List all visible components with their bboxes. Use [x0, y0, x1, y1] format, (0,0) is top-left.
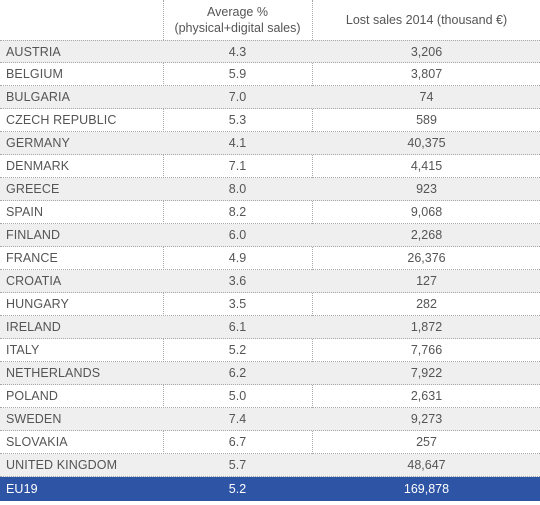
average-percent-cell: 6.2 [228, 366, 247, 380]
country-cell: BULGARIA [6, 90, 71, 104]
lost-sales-cell: 7,766 [410, 343, 443, 357]
table-row: BULGARIA 7.0 74 [0, 86, 540, 109]
lost-sales-cell: 1,872 [410, 320, 443, 334]
average-percent-cell: 4.9 [228, 251, 247, 265]
lost-sales-cell: 9,273 [410, 412, 443, 426]
lost-sales-cell: 9,068 [410, 205, 443, 219]
country-cell: SPAIN [6, 205, 44, 219]
table-row: SWEDEN 7.4 9,273 [0, 408, 540, 431]
table-row: GREECE 8.0 923 [0, 178, 540, 201]
average-percent-cell: 6.0 [228, 228, 247, 242]
country-cell: ITALY [6, 343, 40, 357]
country-cell: FRANCE [6, 251, 58, 265]
table-row: CZECH REPUBLIC 5.3 589 [0, 109, 540, 132]
average-percent-cell: 7.0 [228, 90, 247, 104]
country-cell: GREECE [6, 182, 60, 196]
country-cell: FINLAND [6, 228, 61, 242]
lost-sales-cell: 3,206 [410, 45, 443, 59]
lost-sales-cell: 2,268 [410, 228, 443, 242]
table-row: SLOVAKIA 6.7 257 [0, 431, 540, 454]
table-row: AUSTRIA 4.3 3,206 [0, 40, 540, 63]
country-cell: DENMARK [6, 159, 70, 173]
header-lost-sales: Lost sales 2014 (thousand €) [345, 13, 508, 27]
average-percent-cell: 4.3 [228, 45, 247, 59]
average-percent-cell: 7.1 [228, 159, 247, 173]
lost-sales-cell: 3,807 [410, 67, 443, 81]
country-cell: UNITED KINGDOM [6, 458, 118, 472]
average-percent-cell: 7.4 [228, 412, 247, 426]
lost-sales-cell: 4,415 [410, 159, 443, 173]
table-row: GERMANY 4.1 40,375 [0, 132, 540, 155]
average-percent-cell: 8.2 [228, 205, 247, 219]
table-row: IRELAND 6.1 1,872 [0, 316, 540, 339]
average-percent-cell: 3.6 [228, 274, 247, 288]
average-percent-cell: 5.2 [228, 482, 247, 496]
table-row: SPAIN 8.2 9,068 [0, 201, 540, 224]
average-percent-cell: 5.3 [228, 113, 247, 127]
average-percent-cell: 5.9 [228, 67, 247, 81]
table-row: DENMARK 7.1 4,415 [0, 155, 540, 178]
average-percent-cell: 4.1 [228, 136, 247, 150]
lost-sales-cell: 2,631 [410, 389, 443, 403]
lost-sales-cell: 923 [416, 182, 437, 196]
total-row: EU19 5.2 169,878 [0, 477, 540, 501]
lost-sales-cell: 282 [416, 297, 437, 311]
country-cell: IRELAND [6, 320, 61, 334]
lost-sales-cell: 26,376 [407, 251, 446, 265]
country-cell: GERMANY [6, 136, 70, 150]
country-cell: CROATIA [6, 274, 62, 288]
average-percent-cell: 6.7 [228, 435, 247, 449]
lost-sales-cell: 40,375 [407, 136, 446, 150]
country-cell: SWEDEN [6, 412, 62, 426]
header-average-line2: (physical+digital sales) [174, 21, 301, 35]
country-cell: AUSTRIA [6, 45, 61, 59]
header-average-line1: Average % [207, 5, 268, 19]
average-percent-cell: 8.0 [228, 182, 247, 196]
table-row: HUNGARY 3.5 282 [0, 293, 540, 316]
lost-sales-cell: 127 [416, 274, 437, 288]
average-percent-cell: 5.0 [228, 389, 247, 403]
average-percent-cell: 5.2 [228, 343, 247, 357]
average-percent-cell: 3.5 [228, 297, 247, 311]
lost-sales-cell: 589 [416, 113, 437, 127]
average-percent-cell: 5.7 [228, 458, 247, 472]
lost-sales-cell: 74 [419, 90, 434, 104]
table-row: NETHERLANDS 6.2 7,922 [0, 362, 540, 385]
table-row: FRANCE 4.9 26,376 [0, 247, 540, 270]
table-row: UNITED KINGDOM 5.7 48,647 [0, 454, 540, 477]
country-cell: SLOVAKIA [6, 435, 68, 449]
table-row: POLAND 5.0 2,631 [0, 385, 540, 408]
table-row: BELGIUM 5.9 3,807 [0, 63, 540, 86]
country-cell: NETHERLANDS [6, 366, 101, 380]
lost-sales-cell: 169,878 [403, 482, 450, 496]
country-cell: POLAND [6, 389, 59, 403]
average-percent-cell: 6.1 [228, 320, 247, 334]
country-cell: EU19 [6, 482, 38, 496]
country-cell: BELGIUM [6, 67, 63, 81]
header-average-percent: Average % (physical+digital sales) [165, 0, 310, 40]
table-row: ITALY 5.2 7,766 [0, 339, 540, 362]
table-row: CROATIA 3.6 127 [0, 270, 540, 293]
table-row: FINLAND 6.0 2,268 [0, 224, 540, 247]
table-body: AUSTRIA 4.3 3,206 BELGIUM 5.9 3,807 BULGARIA 7.… [0, 40, 540, 501]
lost-sales-cell: 48,647 [407, 458, 446, 472]
table-header: Average % (physical+digital sales) Lost … [0, 0, 540, 40]
lost-sales-cell: 7,922 [410, 366, 443, 380]
country-cell: CZECH REPUBLIC [6, 113, 117, 127]
country-cell: HUNGARY [6, 297, 69, 311]
lost-sales-cell: 257 [416, 435, 437, 449]
